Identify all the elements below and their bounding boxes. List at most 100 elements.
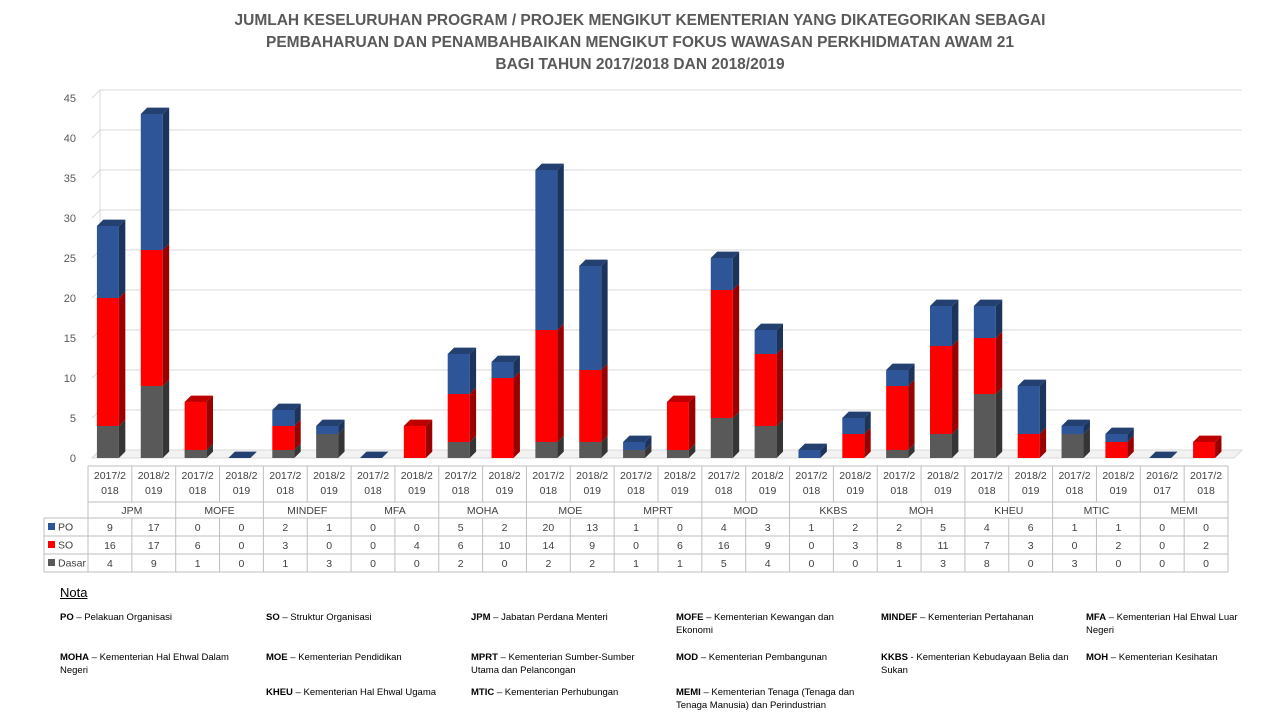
x-tick-label: 017 bbox=[1153, 485, 1171, 497]
x-tick-label: 2017/2 bbox=[445, 470, 477, 482]
data-table-value: 1 bbox=[633, 522, 639, 534]
bar-side bbox=[732, 251, 740, 290]
x-tick-label: 2017/2 bbox=[94, 470, 126, 482]
grid-diagonal bbox=[91, 169, 101, 179]
data-table-value: 0 bbox=[239, 558, 245, 570]
bar-side bbox=[820, 443, 827, 458]
data-table-value: 2 bbox=[896, 522, 902, 534]
data-table-value: 0 bbox=[1159, 540, 1165, 552]
group-label: MTIC bbox=[1084, 505, 1110, 517]
bar-segment-so bbox=[754, 347, 784, 426]
x-tick-label: 019 bbox=[320, 485, 338, 497]
bar-front bbox=[447, 354, 470, 394]
data-table-value: 1 bbox=[809, 522, 815, 534]
nota-item: MINDEF – Kementerian Pertahanan bbox=[881, 611, 1071, 624]
nota-text: – Kementerian Hal Ehwal Luar Negeri bbox=[1086, 612, 1238, 636]
data-table-value: 11 bbox=[938, 540, 949, 552]
nota-item: MOE – Kementerian Pendidikan bbox=[266, 651, 456, 664]
bar-segment-po bbox=[579, 259, 608, 370]
bar-front bbox=[447, 394, 470, 442]
bar-segment-so bbox=[666, 395, 696, 450]
data-table-value: 4 bbox=[984, 522, 990, 534]
bar-front bbox=[579, 370, 602, 442]
data-table-value: 8 bbox=[984, 558, 990, 570]
bar-front bbox=[184, 402, 207, 450]
x-tick-label: 2017/2 bbox=[182, 470, 214, 482]
bar-segment-po bbox=[973, 299, 1003, 338]
bar-side bbox=[908, 379, 915, 450]
data-table-value: 1 bbox=[1072, 522, 1078, 534]
bar-front bbox=[886, 386, 909, 450]
data-table-value: 0 bbox=[414, 558, 420, 570]
data-table-value: 0 bbox=[1203, 558, 1209, 570]
data-table-value: 2 bbox=[282, 522, 288, 534]
y-tick-label: 35 bbox=[64, 173, 76, 185]
bar-side bbox=[1127, 435, 1134, 458]
bar-side bbox=[118, 219, 126, 298]
bar-segment-dasar bbox=[886, 443, 915, 458]
x-tick-label: 019 bbox=[759, 485, 777, 497]
x-tick-label: 2017/2 bbox=[269, 470, 301, 482]
bar-front bbox=[710, 290, 733, 418]
x-tick-label: 2016/2 bbox=[1146, 470, 1178, 482]
group-label: MPRT bbox=[643, 505, 673, 517]
grid-diagonal bbox=[91, 209, 101, 219]
nota-abbr: MINDEF bbox=[881, 612, 918, 623]
bar-front bbox=[316, 434, 339, 458]
y-tick-label: 25 bbox=[64, 253, 76, 265]
data-table-value: 2 bbox=[589, 558, 595, 570]
bar-side bbox=[469, 435, 477, 458]
bar-side bbox=[776, 419, 784, 458]
bar-top bbox=[272, 403, 301, 410]
bar-front bbox=[973, 394, 996, 458]
data-table-value: 0 bbox=[633, 540, 639, 552]
x-tick-label: 018 bbox=[1197, 485, 1215, 497]
data-table-value: 1 bbox=[326, 522, 332, 534]
bar-front bbox=[316, 426, 339, 434]
nota-item: MOD – Kementerian Pembangunan bbox=[676, 651, 866, 664]
nota-abbr: MTIC bbox=[471, 687, 495, 698]
nota-abbr: JPM bbox=[471, 612, 491, 623]
nota-text: – Kementerian Kesihatan bbox=[1108, 652, 1218, 663]
nota-text: – Kementerian Tenaga (Tenaga dan Tenaga … bbox=[676, 687, 855, 711]
data-table-value: 4 bbox=[414, 540, 420, 552]
data-table-value: 17 bbox=[148, 522, 160, 534]
bar-front bbox=[140, 250, 163, 386]
bar-segment-so bbox=[930, 339, 959, 434]
bar-front bbox=[973, 338, 996, 394]
legend-key-po bbox=[48, 523, 55, 530]
x-tick-label: 2017/2 bbox=[1058, 470, 1090, 482]
y-tick-label: 40 bbox=[64, 133, 76, 145]
bar-segment-po bbox=[930, 299, 959, 346]
bar-segment-dasar bbox=[316, 427, 345, 458]
group-label: MOH bbox=[909, 505, 934, 517]
bar-segment-so bbox=[403, 419, 433, 458]
data-table-value: 0 bbox=[326, 540, 332, 552]
bar-segment-po bbox=[491, 355, 520, 378]
bar-side bbox=[952, 339, 959, 434]
x-tick-label: 019 bbox=[233, 485, 251, 497]
bar-front bbox=[930, 306, 952, 346]
bar-segment-dasar bbox=[930, 427, 959, 458]
bar-side bbox=[688, 443, 696, 458]
data-table-value: 14 bbox=[543, 540, 555, 552]
bar-side bbox=[864, 411, 871, 434]
bar-top bbox=[842, 411, 871, 418]
nota-abbr: MOH bbox=[1086, 652, 1109, 663]
x-tick-label: 2017/2 bbox=[357, 470, 389, 482]
data-table-value: 16 bbox=[718, 540, 730, 552]
nota-item: MOHA – Kementerian Hal Ehwal Dalam Neger… bbox=[60, 651, 250, 677]
bar-side bbox=[601, 435, 608, 458]
data-table-value: 4 bbox=[721, 522, 727, 534]
nota-abbr: MPRT bbox=[471, 652, 498, 663]
nota-item: MPRT – Kementerian Sumber-Sumber Utama d… bbox=[471, 651, 661, 677]
nota-item: MFA – Kementerian Hal Ehwal Luar Negeri bbox=[1086, 611, 1256, 637]
x-tick-label: 2018/2 bbox=[401, 470, 433, 482]
bar-side bbox=[118, 291, 126, 426]
nota-item: MOH – Kementerian Kesihatan bbox=[1086, 651, 1256, 664]
data-table-value: 0 bbox=[502, 558, 508, 570]
nota-text: – Kementerian Pendidikan bbox=[287, 652, 402, 663]
bar-segment-po bbox=[798, 443, 827, 458]
nota-item: PO – Pelakuan Organisasi bbox=[60, 611, 250, 624]
bar-side bbox=[1215, 435, 1222, 458]
